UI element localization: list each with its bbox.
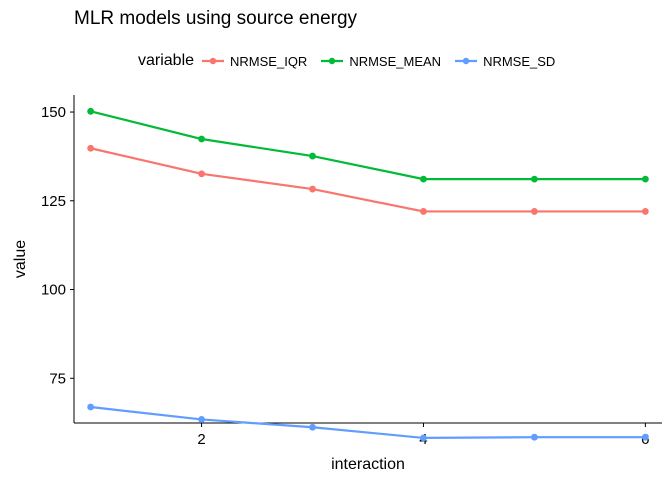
data-point-nrmse-sd <box>420 434 427 442</box>
legend-key-nrmse-mean <box>321 57 344 65</box>
series-line-nrmse-sd <box>90 405 646 440</box>
data-point-nrmse-mean <box>198 135 205 143</box>
legend-label-nrmse-iqr: NRMSE_IQR <box>230 53 308 69</box>
legend-title: variable <box>138 52 195 69</box>
y-ticks: 75 100 125 150 <box>41 104 74 387</box>
x-axis-title: interaction <box>331 456 405 473</box>
legend-key-nrmse-sd <box>455 57 478 65</box>
data-point-nrmse-mean <box>87 107 95 115</box>
data-point-nrmse-iqr <box>531 208 538 215</box>
y-tick-label: 100 <box>41 282 66 299</box>
y-tick-label: 125 <box>41 193 66 210</box>
data-point-nrmse-mean <box>420 175 427 183</box>
legend: variable NRMSE_IQR NRMSE_MEAN NRMSE_SD <box>138 50 569 72</box>
series-layer <box>87 107 649 442</box>
data-point-nrmse-sd <box>531 433 538 441</box>
y-tick-label: 150 <box>41 104 66 121</box>
legend-key-nrmse-iqr <box>202 57 225 65</box>
legend-item-nrmse-iqr: NRMSE_IQR <box>202 54 307 69</box>
data-point-nrmse-mean <box>309 152 316 160</box>
data-point-nrmse-sd <box>641 433 649 441</box>
y-axis-title: value <box>12 240 29 278</box>
series-line-nrmse-iqr <box>90 147 646 213</box>
legend-label-nrmse-mean: NRMSE_MEAN <box>349 53 442 69</box>
data-point-nrmse-iqr <box>420 208 427 215</box>
chart-title: MLR models using source energy <box>74 8 358 29</box>
axes <box>73 95 662 424</box>
series-line-nrmse-mean <box>90 110 646 181</box>
data-point-nrmse-iqr <box>309 185 316 193</box>
data-point-nrmse-iqr <box>198 170 205 178</box>
data-point-nrmse-mean <box>641 175 649 183</box>
data-point-nrmse-sd <box>198 416 205 423</box>
y-tick-label: 75 <box>49 370 66 387</box>
data-point-nrmse-iqr <box>87 144 95 152</box>
legend-item-nrmse-sd: NRMSE_SD <box>455 54 555 69</box>
legend-item-nrmse-mean: NRMSE_MEAN <box>321 54 441 69</box>
data-point-nrmse-sd <box>309 423 316 431</box>
data-point-nrmse-iqr <box>641 208 649 215</box>
x-tick-label: 2 <box>197 431 205 448</box>
data-point-nrmse-mean <box>531 175 538 183</box>
data-point-nrmse-sd <box>87 403 95 411</box>
legend-label-nrmse-sd: NRMSE_SD <box>483 53 556 69</box>
